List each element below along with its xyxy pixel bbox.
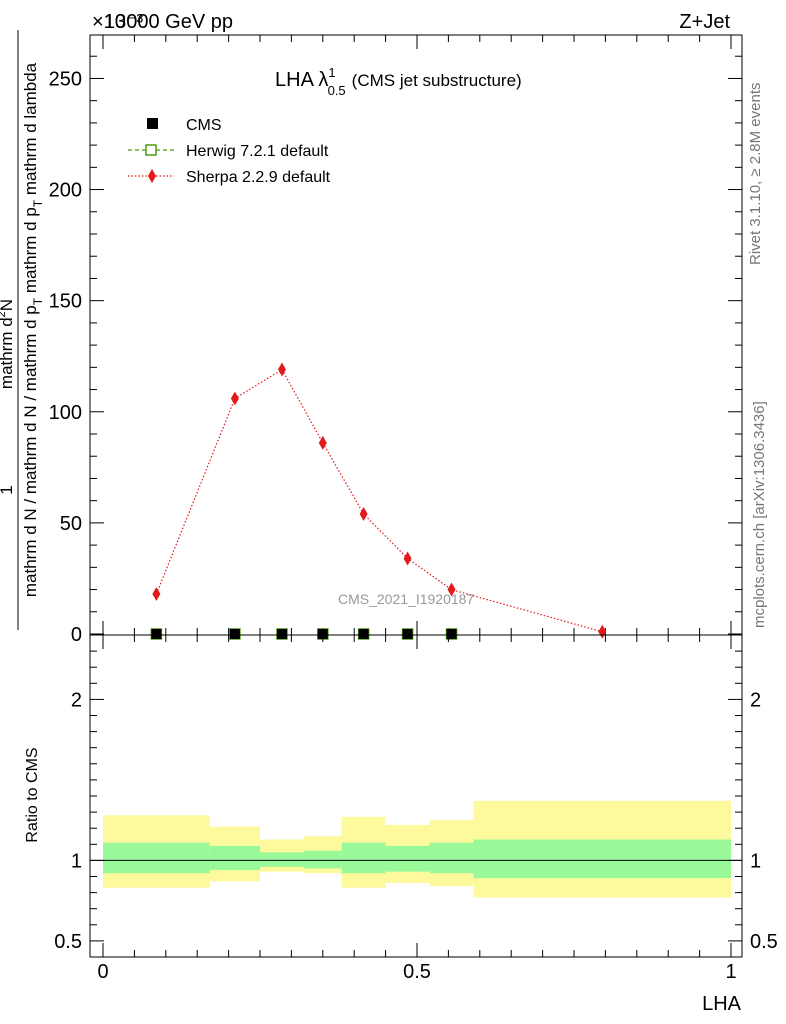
main-y-tick-label: 0 — [71, 624, 82, 646]
main-y-tick-label: 200 — [49, 180, 82, 202]
cms-point — [358, 629, 369, 639]
cms-point — [229, 629, 240, 639]
sherpa-point — [318, 435, 327, 450]
ratio-x-tick-label: 0.5 — [403, 961, 431, 983]
ratio-stat-band — [385, 845, 430, 872]
sherpa-point — [230, 391, 239, 406]
cms-point — [151, 629, 162, 639]
ratio-y-axis-title: Ratio to CMS — [24, 747, 41, 842]
ratio-y-tick-label-left: 2 — [71, 689, 82, 711]
ratio-frame — [89, 634, 743, 958]
ratio-y-tick-label-right: 2 — [750, 689, 761, 711]
ratio-stat-band — [473, 839, 731, 879]
cms-point — [402, 629, 413, 639]
legend-marker-cms — [147, 118, 158, 129]
process-label: Z+Jet — [679, 11, 730, 33]
mcplots-label: mcplots.cern.ch [arXiv:1306.3436] — [751, 401, 768, 628]
sherpa-point — [152, 587, 161, 601]
y-axis-title-fraction: 1 mathrm d2N mathrm d N / mathrm d N / m… — [0, 30, 45, 630]
rivet-label: Rivet 3.1.10, ≥ 2.8M events — [747, 83, 764, 266]
main-y-tick-label: 150 — [49, 291, 82, 313]
y-axis-title-upper: mathrm d2N — [0, 299, 16, 389]
ratio-x-tick-label: 0 — [97, 961, 108, 983]
ratio-stat-band — [260, 852, 304, 867]
ratio-stat-band — [209, 845, 260, 871]
cms-point — [276, 629, 287, 639]
ratio-y-tick-label-left: 1 — [71, 850, 82, 872]
legend-marker-herwig — [145, 144, 157, 156]
ratio-x-tick-label: 1 — [725, 961, 736, 983]
ratio-y-tick-label-right: 1 — [750, 850, 761, 872]
cms-point — [317, 629, 328, 639]
energy-label: 13000 GeV pp — [104, 11, 233, 33]
plot-title: LHA λ1 0.5(CMS jet substructure) — [275, 65, 522, 98]
y-axis-title-lower: mathrm d N / mathrm d N / mathrm d pT ma… — [21, 62, 45, 597]
legend-label-cms: CMS — [186, 117, 222, 134]
scale-factor-label: ×10⁻³ — [92, 11, 143, 33]
legend-label-herwig: Herwig 7.2.1 default — [186, 143, 329, 160]
main-panel: LHA λ1 0.5(CMS jet substructure) CMS_2021… — [49, 34, 743, 646]
main-y-tick-label: 250 — [49, 68, 82, 90]
legend-marker-sherpa — [148, 169, 156, 183]
x-axis-title: LHA — [702, 993, 742, 1015]
ratio-stat-band — [341, 842, 386, 874]
ratio-stat-band — [103, 842, 210, 874]
main-y-tick-label: 100 — [49, 402, 82, 424]
ratio-panel: 0.5 0.5 1 1 2 2 0 0.5 1 Ratio to CMS LHA — [24, 634, 778, 1015]
ratio-y-tick-label-right: 0.5 — [750, 931, 778, 953]
sherpa-line — [155, 368, 603, 633]
sherpa-point — [403, 551, 412, 566]
sherpa-point — [447, 582, 456, 597]
ratio-stat-band — [303, 850, 342, 869]
sherpa-point — [277, 362, 286, 377]
ratio-y-tick-label-left: 0.5 — [54, 931, 82, 953]
legend: CMS Herwig 7.2.1 default Sherpa 2.2.9 de… — [128, 117, 331, 186]
main-y-tick-label: 50 — [60, 513, 82, 535]
ratio-stat-band — [429, 842, 474, 874]
legend-label-sherpa: Sherpa 2.2.9 default — [186, 169, 331, 186]
y-axis-title-one: 1 — [0, 485, 16, 494]
analysis-watermark: CMS_2021_I1920187 — [338, 591, 474, 607]
sherpa-point — [359, 507, 368, 521]
cms-point — [446, 629, 457, 639]
